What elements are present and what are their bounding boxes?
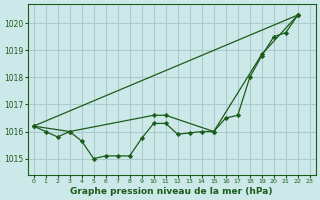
X-axis label: Graphe pression niveau de la mer (hPa): Graphe pression niveau de la mer (hPa): [70, 187, 273, 196]
